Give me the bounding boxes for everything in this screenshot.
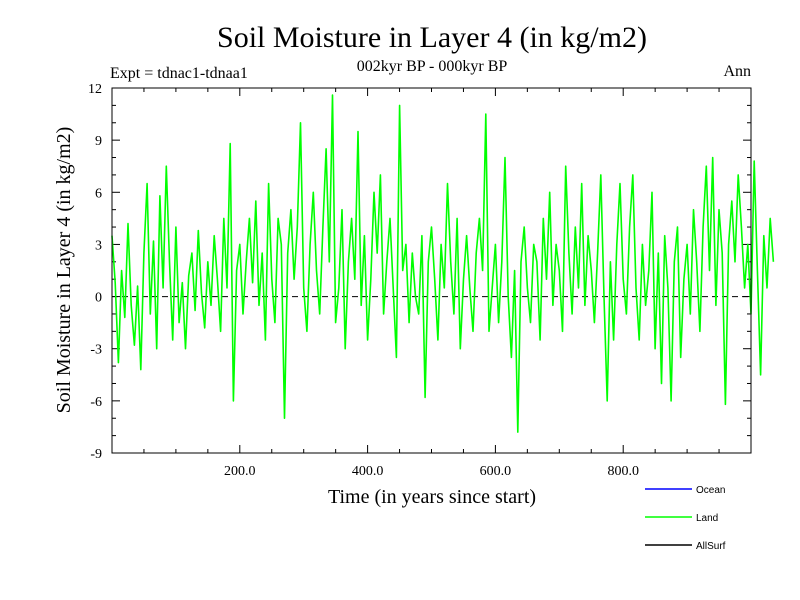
- legend-label-ocean: Ocean: [696, 485, 725, 496]
- series-line-land: [111, 94, 775, 433]
- plot-frame: [111, 87, 752, 454]
- x-tick-label: 600.0: [480, 464, 512, 479]
- chart-subtitle: 002kyr BP - 000kyr BP: [357, 58, 508, 75]
- legend-label-allsurf: AllSurf: [696, 541, 726, 552]
- y-tick-label: 3: [95, 238, 102, 253]
- legend: Ocean Land AllSurf: [645, 485, 726, 552]
- y-tick-label: -6: [90, 395, 102, 410]
- y-tick-label: -3: [90, 343, 102, 358]
- y-tick-label: 6: [95, 186, 102, 201]
- y-tick-label: 9: [95, 134, 102, 149]
- legend-label-land: Land: [696, 513, 718, 524]
- y-tick-label: -9: [90, 447, 102, 462]
- y-tick-label: 12: [88, 82, 102, 97]
- y-axis-label: Soil Moisture in Layer 4 (in kg/m2): [53, 127, 75, 414]
- y-tick-label: 0: [95, 291, 102, 306]
- plot-area: -9 -6 -3 0 3 6 9 12 200.0 400.0 600.0 800.0: [88, 82, 775, 479]
- experiment-label: Expt = tdnac1-tdnaa1: [110, 65, 248, 82]
- x-tick-label: 200.0: [224, 464, 256, 479]
- season-label: Ann: [723, 63, 751, 80]
- x-axis-label: Time (in years since start): [328, 486, 536, 508]
- x-tick-label: 800.0: [607, 464, 639, 479]
- x-tick-label: 400.0: [352, 464, 384, 479]
- chart-title: Soil Moisture in Layer 4 (in kg/m2): [217, 21, 647, 54]
